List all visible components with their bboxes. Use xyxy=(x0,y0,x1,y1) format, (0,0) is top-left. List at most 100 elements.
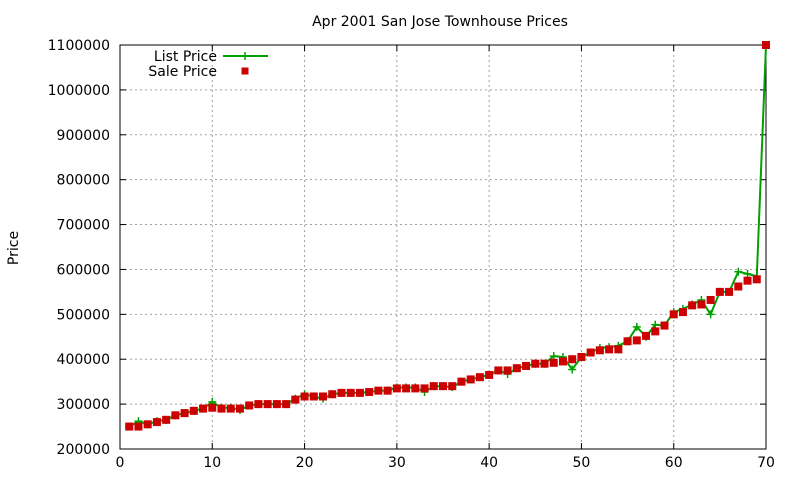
sale-price-point xyxy=(365,387,374,396)
sale-price-point xyxy=(272,400,281,409)
sale-price-point xyxy=(199,404,208,413)
sale-price-point xyxy=(319,392,328,401)
x-tick-label: 50 xyxy=(573,455,591,471)
sale-price-point xyxy=(245,401,254,410)
sale-price-point xyxy=(743,276,752,285)
sale-price-point xyxy=(466,375,475,384)
sale-price-point xyxy=(586,348,595,357)
sale-price-point xyxy=(660,321,669,330)
sale-price-point xyxy=(512,364,521,373)
list-price-point xyxy=(568,365,577,374)
sale-price-point xyxy=(752,275,761,284)
sale-price-point xyxy=(531,359,540,368)
x-tick-label: 20 xyxy=(296,455,314,471)
sale-price-point xyxy=(189,406,198,415)
series xyxy=(125,41,770,431)
sale-price-point xyxy=(402,384,411,393)
grid xyxy=(120,45,766,449)
sale-price-point xyxy=(725,287,734,296)
sale-price-point xyxy=(697,300,706,309)
sale-price-point xyxy=(706,295,715,304)
axis-ticks: 200000 300000 400000 500000 600000 700000 8000… xyxy=(48,38,775,471)
sale-price-point xyxy=(282,400,291,409)
sale-price-point xyxy=(734,282,743,291)
sale-price-point xyxy=(235,404,244,413)
sale-price-point xyxy=(374,386,383,395)
legend-sale-price-label: Sale Price xyxy=(148,64,217,80)
sale-price-point xyxy=(595,346,604,355)
sale-price-point xyxy=(346,388,355,397)
y-tick-label: 200000 xyxy=(57,442,110,458)
sale-price-point xyxy=(448,382,457,391)
y-tick-label: 500000 xyxy=(57,307,110,323)
sale-price-point xyxy=(420,384,429,393)
y-tick-label: 400000 xyxy=(57,352,110,368)
sale-price-point xyxy=(125,422,134,431)
sale-price-point xyxy=(715,287,724,296)
sale-price-point xyxy=(134,422,143,431)
sale-price-point xyxy=(549,358,558,367)
sale-price-point xyxy=(522,361,531,370)
sale-price-point xyxy=(678,308,687,317)
sale-price-point xyxy=(143,420,152,429)
legend-list-price-label: List Price xyxy=(154,49,217,65)
sale-price-point xyxy=(411,384,420,393)
legend: List Price Sale Price xyxy=(148,49,268,80)
sale-price-point xyxy=(300,392,309,401)
list-price-point xyxy=(706,310,715,319)
sale-price-point xyxy=(152,418,161,427)
x-tick-label: 70 xyxy=(757,455,775,471)
legend-list-price-marker xyxy=(241,52,249,60)
sale-price-point xyxy=(475,373,484,382)
y-tick-label: 1100000 xyxy=(48,38,110,54)
sale-price-point xyxy=(208,403,217,412)
y-tick-label: 800000 xyxy=(57,173,110,189)
sale-price-point xyxy=(337,388,346,397)
sale-price-point xyxy=(309,392,318,401)
sale-price-point xyxy=(180,409,189,418)
sale-price-point xyxy=(383,386,392,395)
sale-price-point xyxy=(577,352,586,361)
sale-price-point xyxy=(226,404,235,413)
sale-price-point xyxy=(485,370,494,379)
plot-frame xyxy=(119,44,767,450)
sale-price-point xyxy=(439,382,447,391)
sale-price-point xyxy=(355,388,364,397)
sale-price-point xyxy=(494,366,503,375)
sale-price-point xyxy=(651,327,660,336)
y-tick-label: 900000 xyxy=(57,128,110,144)
list-price-point xyxy=(549,352,558,361)
sale-price-point xyxy=(632,336,641,345)
sale-price-point xyxy=(558,357,567,366)
x-tick-label: 60 xyxy=(665,455,683,471)
sale-price-point xyxy=(669,310,678,319)
x-tick-label: 0 xyxy=(116,455,125,471)
x-tick-label: 40 xyxy=(480,455,498,471)
list-price-point xyxy=(743,269,752,278)
x-tick-label: 30 xyxy=(388,455,406,471)
sale-price-point xyxy=(540,359,549,368)
sale-price-point xyxy=(217,404,226,413)
list-price-line xyxy=(128,44,767,428)
sale-price-point xyxy=(457,377,466,386)
sale-price-point xyxy=(328,390,337,399)
y-tick-label: 300000 xyxy=(57,397,110,413)
sale-price-point xyxy=(642,331,651,340)
sale-price-point xyxy=(623,337,632,346)
list-price-point xyxy=(651,320,660,329)
sale-price-point xyxy=(568,355,577,364)
sale-price-point xyxy=(688,301,697,310)
y-tick-label: 600000 xyxy=(57,262,110,278)
sale-price-point xyxy=(171,411,180,420)
sale-price-point xyxy=(263,400,272,409)
sale-price-point xyxy=(392,384,401,393)
chart-title: Apr 2001 San Jose Townhouse Prices xyxy=(312,14,568,30)
x-tick-label: 10 xyxy=(203,455,221,471)
list-price-point xyxy=(734,267,743,276)
list-price-point xyxy=(632,322,641,331)
y-tick-label: 1000000 xyxy=(48,83,110,99)
sale-price-point xyxy=(162,415,171,424)
sale-price-point xyxy=(291,395,300,404)
sale-price-point xyxy=(429,382,438,391)
